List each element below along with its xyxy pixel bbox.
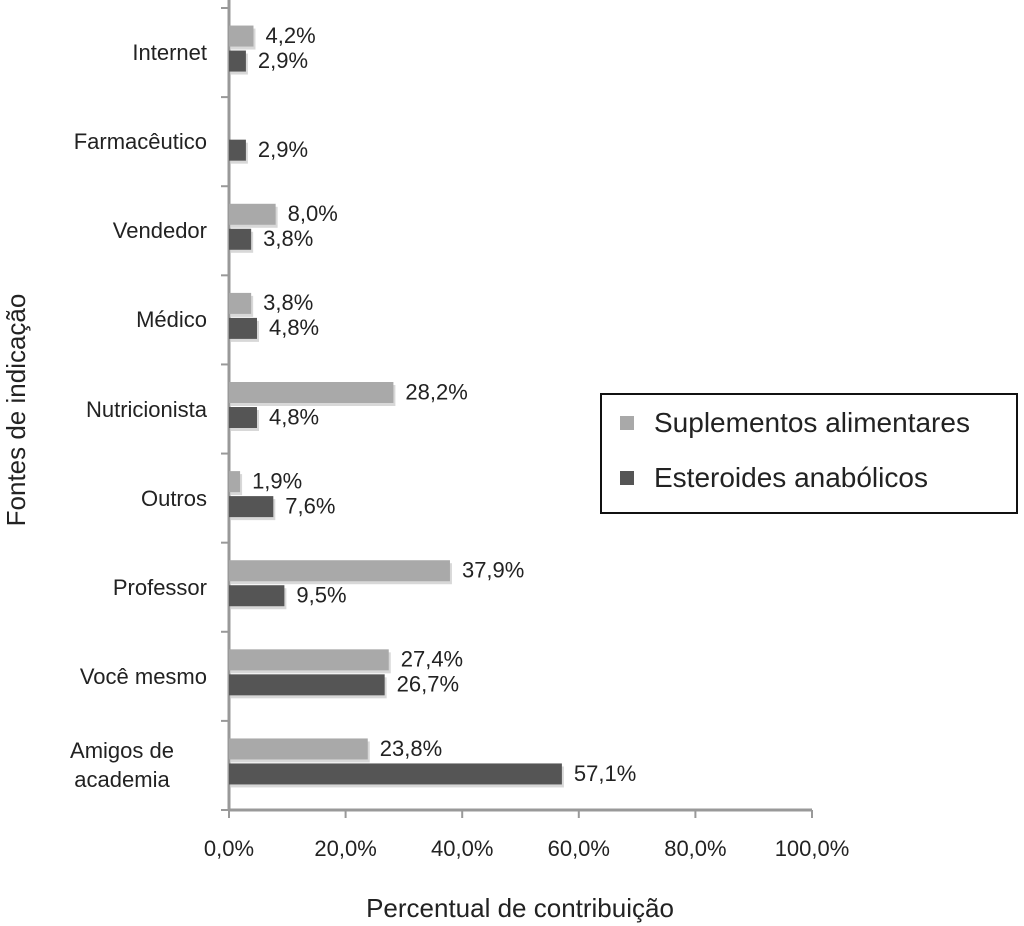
y-tick-label-box: Internet (132, 13, 207, 93)
bar (229, 203, 276, 225)
value-label: 37,9% (462, 558, 524, 583)
value-label: 4,2% (265, 23, 315, 48)
value-label: 3,8% (263, 226, 313, 251)
bar (229, 471, 241, 493)
y-tick-label: Internet (132, 40, 207, 66)
x-tick-label: 0,0% (204, 836, 254, 861)
x-tick-label: 100,0% (775, 836, 850, 861)
x-tick-label: 60,0% (548, 836, 610, 861)
bar (229, 649, 389, 671)
value-label: 8,0% (288, 201, 338, 226)
value-label: 27,4% (401, 647, 463, 672)
y-tick-label: Outros (140, 485, 207, 511)
y-tick-label: Professor (112, 574, 207, 600)
bar (229, 317, 257, 339)
x-tick-label: 40,0% (431, 836, 493, 861)
value-label: 1,9% (252, 468, 302, 493)
bar (229, 50, 246, 72)
bar (229, 228, 252, 250)
y-tick-label: Médico (136, 307, 207, 333)
bar (229, 496, 274, 518)
legend-swatch (620, 416, 634, 430)
y-tick-label-box: Médico (136, 280, 207, 360)
y-tick-label-box: Farmacêutico (74, 102, 207, 182)
legend-entry: Esteroides anabólicos (620, 462, 928, 494)
y-tick-label: Você mesmo (79, 663, 207, 689)
value-label: 9,5% (296, 583, 346, 608)
legend: Suplementos alimentares Esteroides anaból… (600, 393, 1018, 514)
bar (229, 25, 254, 47)
bar (229, 139, 246, 161)
x-axis-title: Percentual de contribuição (366, 893, 674, 923)
value-label: 3,8% (263, 290, 313, 315)
legend-swatch (620, 471, 634, 485)
value-label: 2,9% (258, 137, 308, 162)
y-tick-label-box: Nutricionista (86, 369, 207, 449)
y-tick-label: Vendedor (112, 218, 207, 244)
value-label: 4,8% (269, 404, 319, 429)
y-tick-label-box: Amigos de academia (37, 725, 207, 805)
y-tick-label: Nutricionista (85, 396, 207, 422)
x-tick-label: 20,0% (314, 836, 376, 861)
legend-label: Esteroides anabólicos (654, 462, 928, 493)
y-tick-label-box: Outros (141, 458, 207, 538)
bar (229, 674, 385, 696)
y-tick-label-box: Professor (113, 547, 207, 627)
value-label: 2,9% (258, 48, 308, 73)
value-label: 7,6% (285, 493, 335, 518)
value-label: 57,1% (574, 761, 636, 786)
value-label: 4,8% (269, 315, 319, 340)
value-label: 26,7% (397, 672, 459, 697)
y-tick-label: Farmacêutico (73, 129, 207, 155)
y-tick-label-box: Vendedor (113, 191, 207, 271)
y-tick-label-box: Você mesmo (80, 636, 207, 716)
y-axis-title: Fontes de indicação (1, 294, 31, 527)
value-label: 23,8% (380, 736, 442, 761)
bar (229, 560, 450, 582)
bar (229, 382, 394, 403)
legend-label: Suplementos alimentares (654, 407, 970, 438)
legend-entry: Suplementos alimentares (620, 407, 970, 439)
bar (229, 763, 562, 785)
bar (229, 407, 257, 428)
x-tick-label: 80,0% (664, 836, 726, 861)
bar (229, 585, 285, 607)
y-tick-label: Amigos de academia (70, 738, 174, 793)
value-label: 28,2% (405, 379, 467, 404)
bar (229, 738, 368, 760)
bar (229, 292, 252, 314)
